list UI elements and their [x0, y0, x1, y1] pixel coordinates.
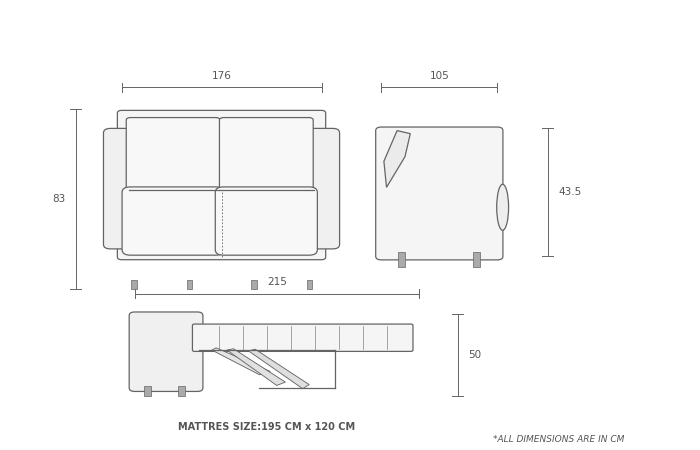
Text: 43.5: 43.5 [559, 187, 582, 197]
FancyBboxPatch shape [219, 117, 313, 198]
Bar [398, 252, 405, 267]
FancyBboxPatch shape [104, 128, 148, 249]
Text: *ALL DIMENSIONS ARE IN CM: *ALL DIMENSIONS ARE IN CM [493, 435, 624, 444]
Text: MATTRES SIZE:195 CM x 120 CM: MATTRES SIZE:195 CM x 120 CM [178, 422, 355, 432]
Text: 83: 83 [52, 194, 65, 204]
FancyBboxPatch shape [122, 187, 224, 255]
Bar [186, 279, 192, 289]
Bar [178, 386, 186, 396]
FancyBboxPatch shape [295, 128, 340, 249]
Polygon shape [212, 348, 270, 375]
Polygon shape [227, 349, 286, 385]
FancyBboxPatch shape [216, 187, 317, 255]
Text: 105: 105 [429, 71, 449, 81]
FancyBboxPatch shape [126, 117, 220, 198]
Bar [131, 279, 136, 289]
FancyBboxPatch shape [193, 324, 413, 351]
Bar [251, 279, 256, 289]
Bar [144, 386, 150, 396]
Bar [307, 279, 312, 289]
FancyBboxPatch shape [118, 110, 326, 260]
Polygon shape [384, 130, 410, 187]
Ellipse shape [497, 184, 509, 230]
Text: 176: 176 [211, 71, 232, 81]
Text: 50: 50 [468, 350, 481, 360]
Bar [473, 252, 480, 267]
Text: 215: 215 [267, 277, 287, 287]
FancyBboxPatch shape [376, 127, 503, 260]
Polygon shape [248, 349, 309, 389]
FancyBboxPatch shape [130, 312, 203, 392]
